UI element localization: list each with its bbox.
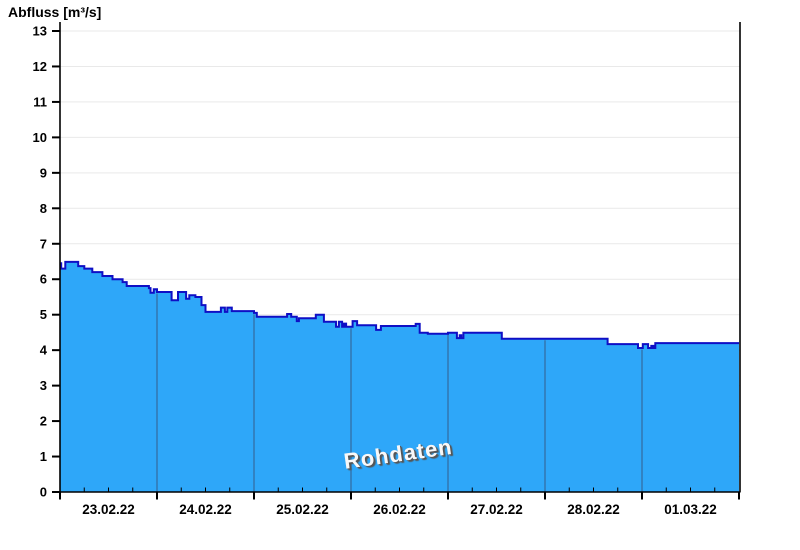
y-tick-label: 0	[40, 485, 47, 500]
y-tick-label: 8	[40, 201, 47, 216]
y-tick-label: 9	[40, 165, 47, 180]
x-tick-label: 01.03.22	[664, 502, 717, 517]
chart-title: Abfluss [m³/s]	[8, 4, 102, 20]
x-tick-label: 27.02.22	[470, 502, 523, 517]
y-tick-label: 11	[33, 94, 47, 109]
area-fill	[60, 261, 739, 492]
x-tick-label: 26.02.22	[373, 502, 426, 517]
y-tick-label: 5	[40, 307, 47, 322]
series-line	[60, 260, 739, 349]
y-tick-label: 1	[40, 449, 47, 464]
y-tick-label: 3	[40, 378, 47, 393]
x-tick-label: 25.02.22	[276, 502, 329, 517]
x-tick-label: 23.02.22	[82, 502, 135, 517]
y-tick-label: 4	[40, 343, 48, 358]
y-tick-label: 13	[33, 24, 47, 39]
y-tick-label: 7	[40, 236, 47, 251]
y-tick-label: 12	[33, 59, 47, 74]
y-tick-label: 2	[40, 414, 47, 429]
y-tick-label: 10	[33, 130, 47, 145]
y-tick-label: 6	[40, 272, 47, 287]
x-tick-label: 24.02.22	[179, 502, 232, 517]
x-tick-label: 28.02.22	[567, 502, 620, 517]
